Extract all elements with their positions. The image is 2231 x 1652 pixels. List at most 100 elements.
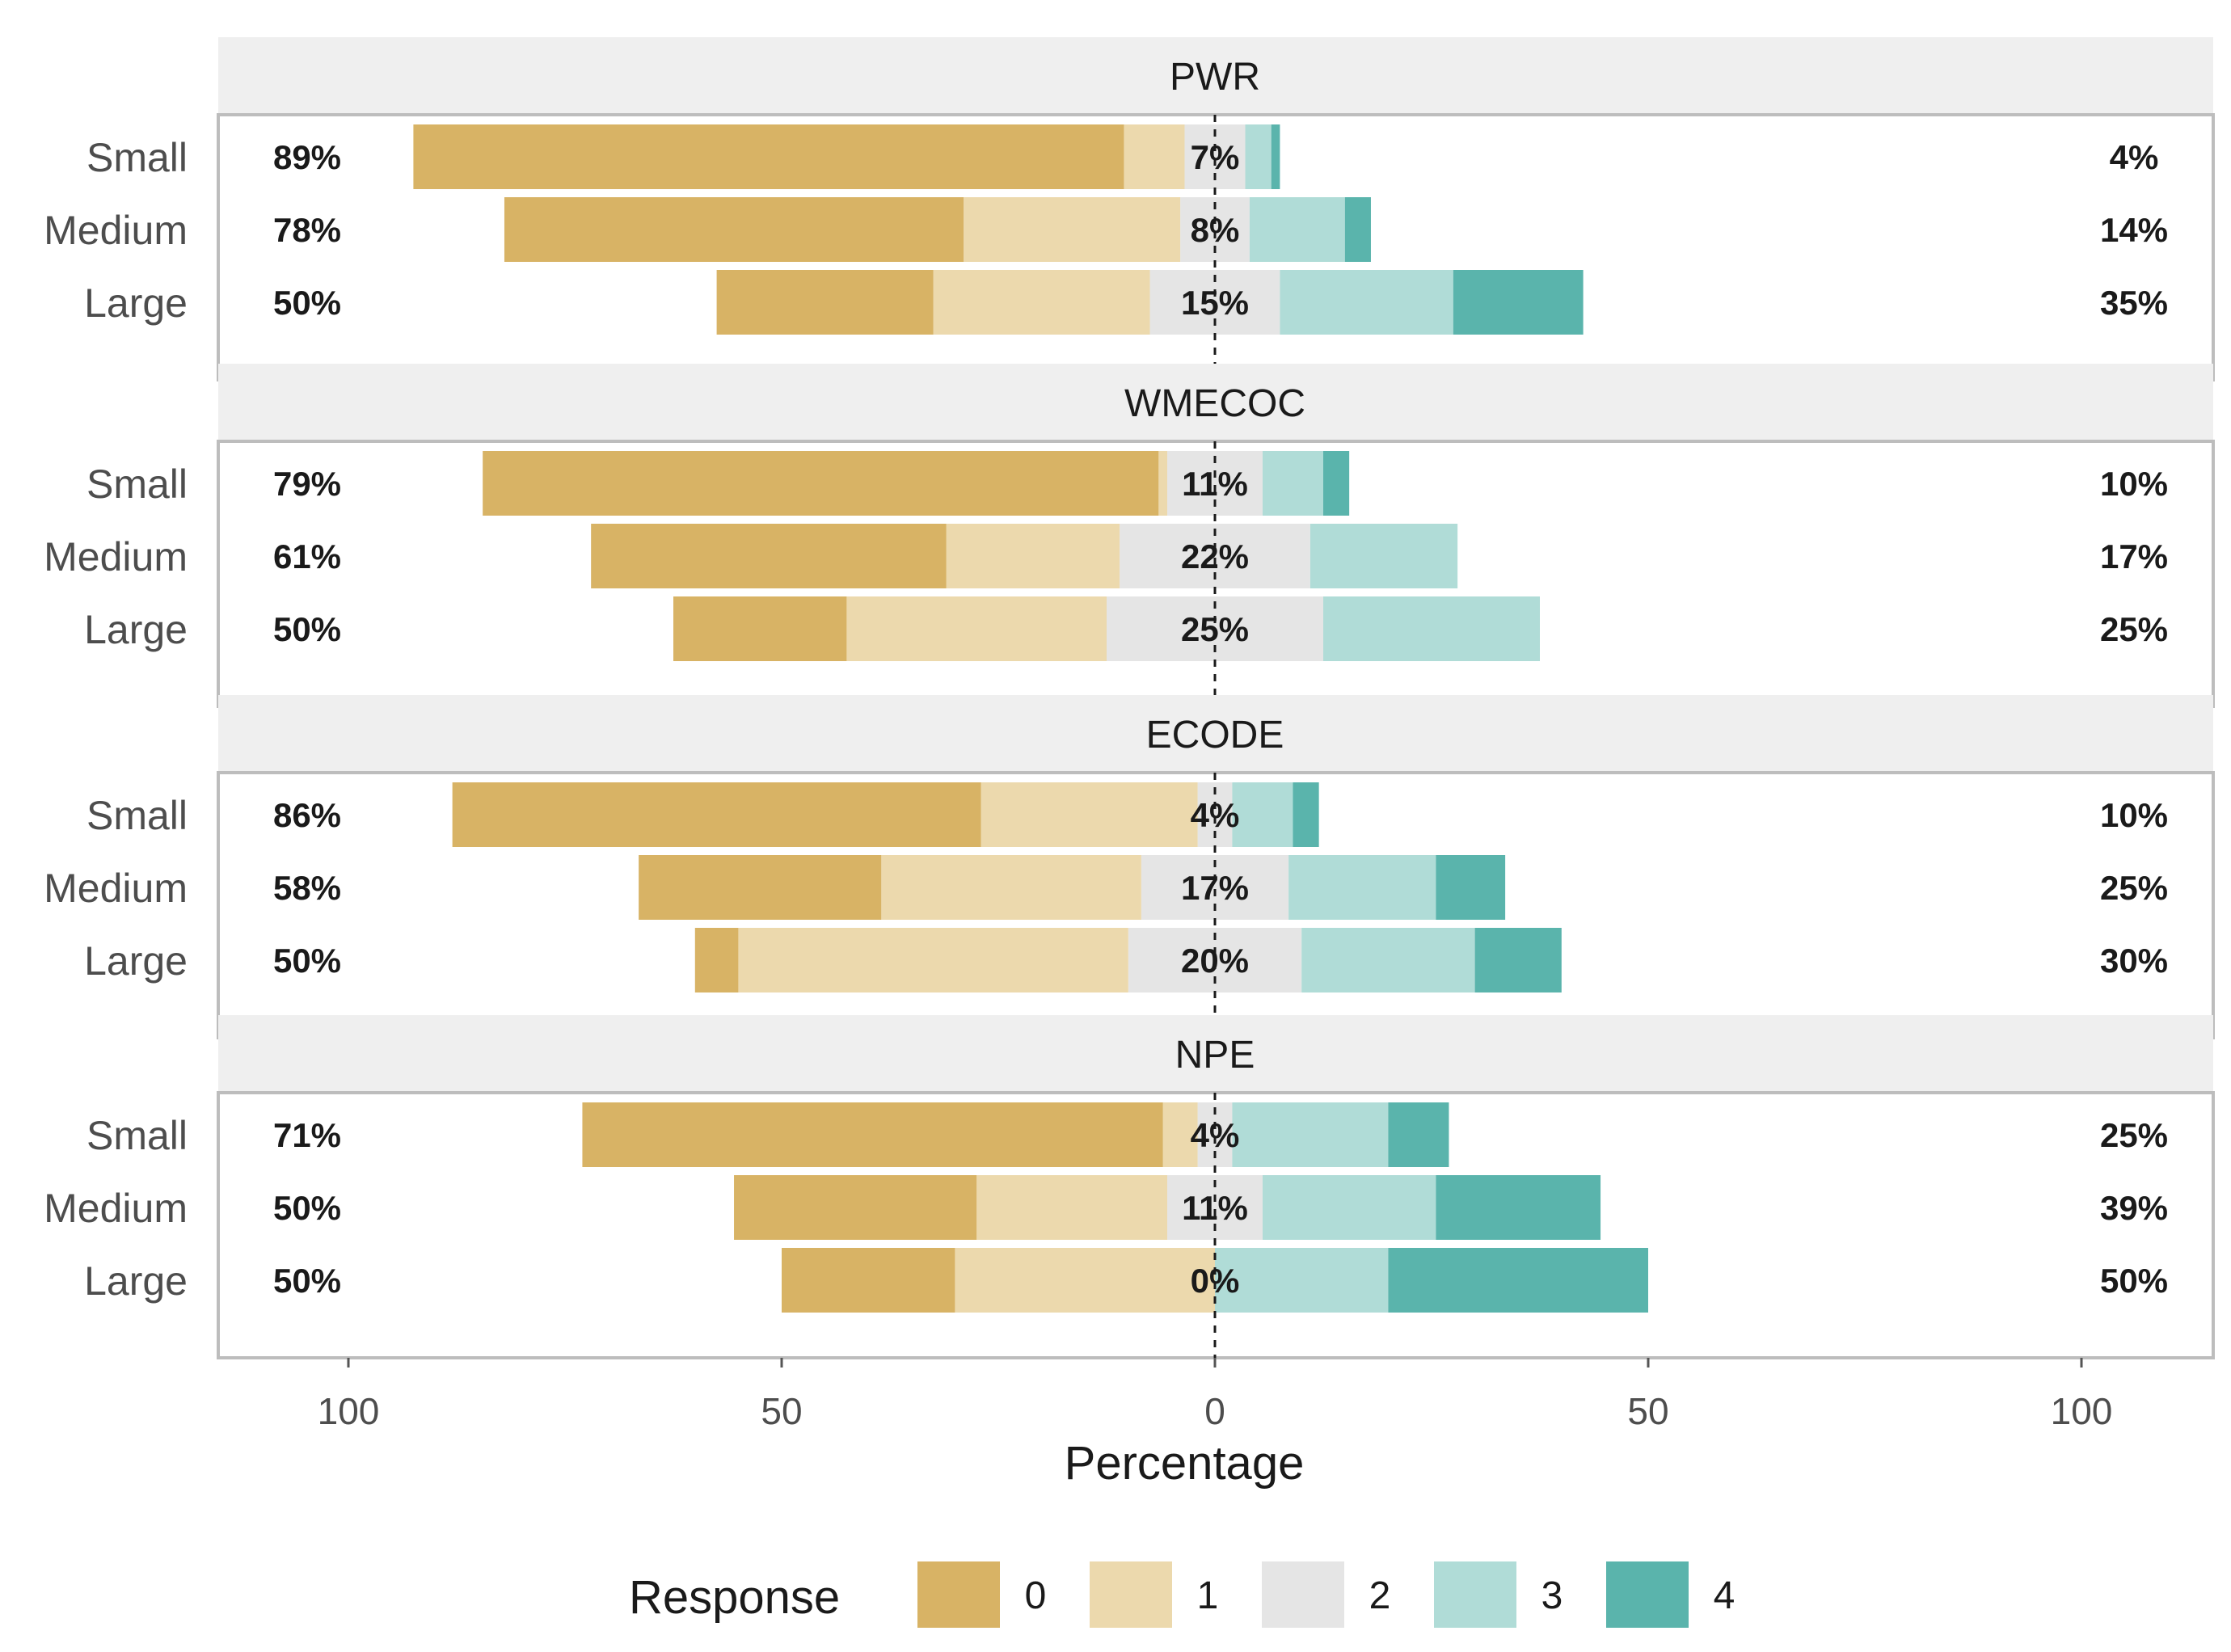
right-pct-pwr-large: 35% — [2100, 284, 2168, 322]
bar-ecode-small-response-3 — [1232, 782, 1293, 847]
legend-label-2: 2 — [1369, 1574, 1391, 1617]
legend-label-1: 1 — [1197, 1574, 1219, 1617]
row-label-npe-medium: Medium — [44, 1186, 188, 1231]
right-pct-wmecoc-large: 25% — [2100, 610, 2168, 648]
left-pct-wmecoc-medium: 61% — [273, 537, 341, 575]
bar-ecode-medium-response-0 — [639, 855, 882, 920]
legend-label-3: 3 — [1541, 1574, 1563, 1617]
left-pct-ecode-medium: 58% — [273, 869, 341, 907]
legend-title: Response — [629, 1571, 840, 1624]
bar-ecode-small-response-0 — [452, 782, 981, 847]
left-pct-npe-small: 71% — [273, 1116, 341, 1154]
left-pct-wmecoc-large: 50% — [273, 610, 341, 648]
legend-key-3 — [1434, 1561, 1516, 1628]
left-pct-pwr-medium: 78% — [273, 211, 341, 249]
bar-ecode-medium-response-4 — [1436, 855, 1506, 920]
row-label-ecode-medium: Medium — [44, 866, 188, 911]
bar-wmecoc-small-response-1 — [1158, 451, 1168, 516]
right-pct-npe-medium: 39% — [2100, 1189, 2168, 1227]
right-pct-pwr-medium: 14% — [2100, 211, 2168, 249]
bar-npe-small-response-3 — [1232, 1102, 1389, 1167]
right-pct-npe-small: 25% — [2100, 1116, 2168, 1154]
row-label-npe-large: Large — [84, 1258, 188, 1304]
left-pct-npe-medium: 50% — [273, 1189, 341, 1227]
row-label-ecode-large: Large — [84, 938, 188, 984]
bar-pwr-small-response-3 — [1245, 124, 1272, 189]
legend-key-1 — [1090, 1561, 1172, 1628]
bar-ecode-large-response-3 — [1301, 928, 1475, 992]
bar-wmecoc-large-response-1 — [846, 596, 1107, 661]
bar-pwr-large-response-0 — [716, 270, 934, 335]
bar-pwr-large-response-3 — [1280, 270, 1453, 335]
x-tick-label-2: 0 — [1204, 1390, 1225, 1432]
row-label-ecode-small: Small — [86, 793, 188, 838]
bar-ecode-large-response-4 — [1474, 928, 1562, 992]
bar-npe-large-response-0 — [782, 1248, 955, 1313]
legend-key-0 — [917, 1561, 1000, 1628]
bar-pwr-large-response-4 — [1453, 270, 1584, 335]
bar-npe-small-response-4 — [1388, 1102, 1449, 1167]
panel-strip-npe — [218, 1015, 2213, 1093]
left-pct-pwr-large: 50% — [273, 284, 341, 322]
row-label-wmecoc-large: Large — [84, 607, 188, 652]
left-pct-ecode-large: 50% — [273, 942, 341, 980]
left-pct-pwr-small: 89% — [273, 138, 341, 176]
bar-npe-medium-response-1 — [976, 1175, 1168, 1240]
bar-npe-large-response-4 — [1388, 1248, 1648, 1313]
bar-wmecoc-medium-response-1 — [946, 524, 1120, 588]
x-tick-label-1: 50 — [761, 1390, 802, 1432]
right-pct-ecode-small: 10% — [2100, 796, 2168, 834]
panel-strip-wmecoc — [218, 364, 2213, 441]
row-label-pwr-small: Small — [86, 135, 188, 180]
bar-pwr-medium-response-0 — [504, 197, 964, 262]
legend-key-2 — [1262, 1561, 1344, 1628]
right-pct-ecode-medium: 25% — [2100, 869, 2168, 907]
x-tick-label-4: 100 — [2051, 1390, 2113, 1432]
panel-title-wmecoc: WMECOC — [1124, 382, 1305, 425]
bar-pwr-small-response-0 — [413, 124, 1124, 189]
bar-npe-medium-response-0 — [734, 1175, 977, 1240]
bar-pwr-small-response-1 — [1124, 124, 1185, 189]
bar-ecode-small-response-1 — [981, 782, 1198, 847]
bar-wmecoc-small-response-0 — [483, 451, 1159, 516]
panel-strip-pwr — [218, 37, 2213, 115]
bar-wmecoc-large-response-3 — [1323, 596, 1540, 661]
bar-ecode-large-response-1 — [738, 928, 1128, 992]
right-pct-npe-large: 50% — [2100, 1262, 2168, 1300]
x-tick-label-3: 50 — [1627, 1390, 1668, 1432]
bar-ecode-small-response-4 — [1293, 782, 1319, 847]
bar-npe-small-response-1 — [1162, 1102, 1198, 1167]
bar-wmecoc-large-response-0 — [673, 596, 847, 661]
bar-ecode-large-response-0 — [694, 928, 739, 992]
bar-pwr-medium-response-4 — [1344, 197, 1371, 262]
bar-npe-large-response-3 — [1215, 1248, 1389, 1313]
left-pct-npe-large: 50% — [273, 1262, 341, 1300]
bar-npe-medium-response-3 — [1262, 1175, 1436, 1240]
legend-label-0: 0 — [1025, 1574, 1047, 1617]
bar-pwr-large-response-1 — [933, 270, 1150, 335]
bar-pwr-medium-response-1 — [964, 197, 1181, 262]
left-pct-wmecoc-small: 79% — [273, 465, 341, 503]
legend-label-4: 4 — [1714, 1574, 1735, 1617]
panel-title-npe: NPE — [1175, 1034, 1255, 1077]
row-label-npe-small: Small — [86, 1113, 188, 1158]
bar-wmecoc-small-response-4 — [1323, 451, 1350, 516]
x-axis-title: Percentage — [1065, 1437, 1305, 1490]
bar-npe-medium-response-4 — [1436, 1175, 1601, 1240]
panel-title-pwr: PWR — [1170, 56, 1260, 99]
x-tick-label-0: 100 — [318, 1390, 380, 1432]
bar-npe-large-response-1 — [955, 1248, 1215, 1313]
bar-wmecoc-small-response-3 — [1262, 451, 1323, 516]
right-pct-wmecoc-small: 10% — [2100, 465, 2168, 503]
row-label-pwr-medium: Medium — [44, 208, 188, 253]
panel-title-ecode: ECODE — [1146, 714, 1284, 756]
bar-wmecoc-medium-response-0 — [591, 524, 947, 588]
legend-key-4 — [1606, 1561, 1689, 1628]
left-pct-ecode-small: 86% — [273, 796, 341, 834]
right-pct-wmecoc-medium: 17% — [2100, 537, 2168, 575]
right-pct-ecode-large: 30% — [2100, 942, 2168, 980]
bar-pwr-small-response-4 — [1271, 124, 1280, 189]
bar-wmecoc-medium-response-3 — [1310, 524, 1458, 588]
bar-pwr-medium-response-3 — [1249, 197, 1345, 262]
